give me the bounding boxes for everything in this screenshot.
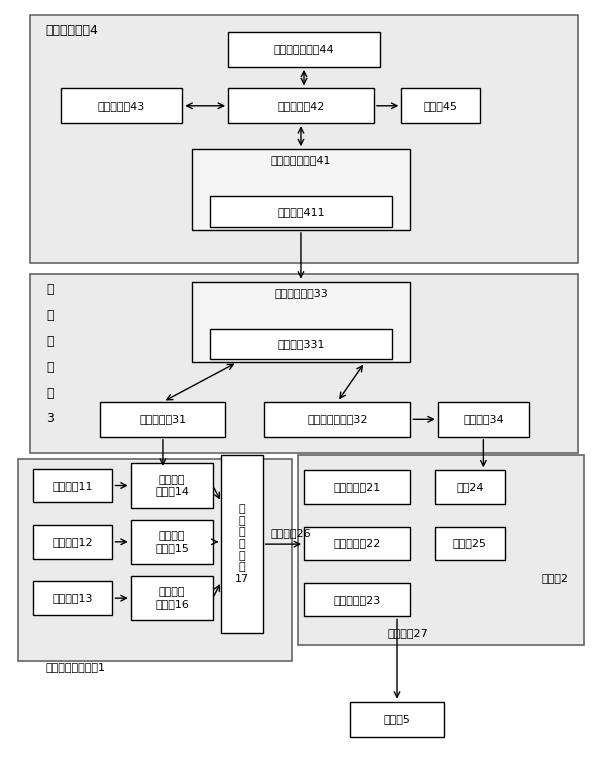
Bar	[221, 455, 263, 633]
Bar	[33, 581, 112, 615]
Bar	[401, 88, 480, 123]
Text: 试验釜2: 试验釜2	[542, 573, 568, 584]
Text: 调压模块34: 调压模块34	[463, 414, 503, 425]
Bar	[33, 469, 112, 502]
Text: 第三钢瓶13: 第三钢瓶13	[53, 593, 93, 603]
Text: 逻辑控制器31: 逻辑控制器31	[139, 414, 187, 425]
Text: 报警单元331: 报警单元331	[277, 339, 325, 349]
Text: 温度传感器22: 温度传感器22	[334, 538, 381, 549]
Bar	[304, 583, 410, 616]
Bar	[435, 527, 505, 560]
Bar	[131, 520, 213, 564]
Bar	[304, 470, 410, 504]
Bar	[33, 525, 112, 559]
Text: 监控中心服务器41: 监控中心服务器41	[271, 155, 331, 165]
Bar	[131, 463, 213, 508]
Bar	[438, 402, 529, 437]
Text: 气
体
增
压
装
置
17: 气 体 增 压 装 置 17	[235, 505, 249, 584]
Bar	[228, 88, 374, 123]
Bar	[100, 402, 225, 437]
Bar	[61, 88, 182, 123]
Bar	[264, 402, 410, 437]
Bar	[192, 149, 410, 230]
Text: 现场人机界面33: 现场人机界面33	[274, 288, 328, 298]
Text: 气体增压管道系统1: 气体增压管道系统1	[46, 662, 106, 672]
Bar	[131, 576, 213, 620]
Bar	[18, 459, 292, 661]
Bar	[350, 702, 444, 737]
Bar	[192, 282, 410, 362]
Bar	[435, 470, 505, 504]
Text: 打印机45: 打印机45	[424, 100, 458, 111]
Text: 进气管道26: 进气管道26	[271, 527, 311, 538]
Text: 第二钢瓶12: 第二钢瓶12	[53, 537, 93, 547]
Text: 能: 能	[46, 309, 54, 322]
Text: 电炉丝25: 电炉丝25	[453, 538, 487, 549]
Text: 智: 智	[46, 283, 54, 296]
Text: 缓冲罐5: 缓冲罐5	[384, 714, 410, 724]
Text: 制: 制	[46, 361, 54, 374]
Bar	[30, 15, 578, 263]
Text: 压力传感器23: 压力传感器23	[334, 594, 381, 605]
Text: 远程网络服务器44: 远程网络服务器44	[274, 44, 334, 55]
Text: 第三气体
流量计16: 第三气体 流量计16	[155, 587, 189, 609]
Bar	[210, 196, 392, 227]
Text: 3: 3	[46, 412, 54, 425]
Text: 内网服务器43: 内网服务器43	[98, 100, 145, 111]
Bar	[304, 527, 410, 560]
Text: 电机24: 电机24	[456, 482, 484, 492]
Text: 网络交换机42: 网络交换机42	[277, 100, 325, 111]
Text: 控: 控	[46, 335, 54, 348]
Bar	[228, 32, 380, 67]
Text: 柜: 柜	[46, 387, 54, 400]
Text: 速度传感器21: 速度传感器21	[334, 482, 381, 492]
Text: 第一钢瓶11: 第一钢瓶11	[53, 480, 93, 491]
Bar	[298, 455, 584, 645]
Bar	[210, 329, 392, 359]
Text: 远程监控系统4: 远程监控系统4	[46, 24, 98, 37]
Text: 报警单元411: 报警单元411	[277, 206, 325, 217]
Bar	[30, 274, 578, 453]
Text: 排气管道27: 排气管道27	[388, 628, 429, 638]
Text: 人工智能温控器32: 人工智能温控器32	[307, 414, 368, 425]
Text: 第一气体
流量计14: 第一气体 流量计14	[155, 475, 189, 496]
Text: 第二气体
流量计15: 第二气体 流量计15	[155, 531, 189, 552]
